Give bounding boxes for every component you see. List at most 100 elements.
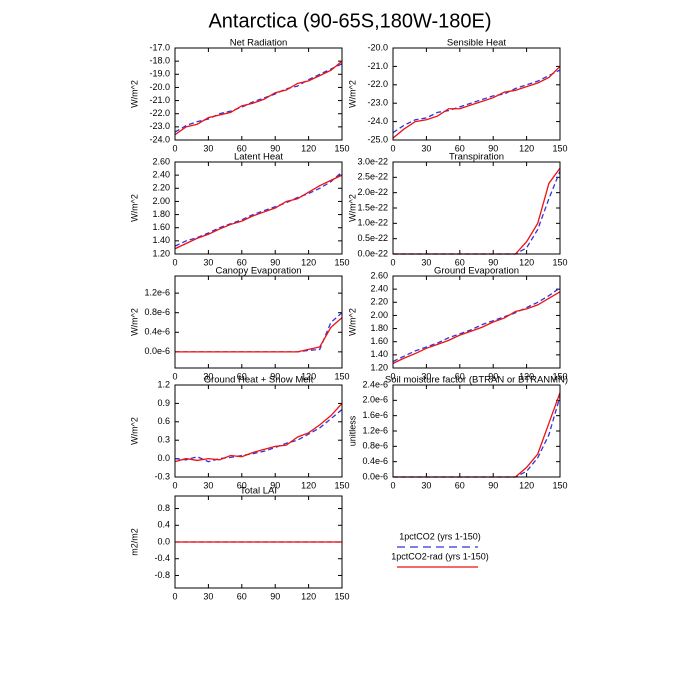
- y-axis-label: W/m^2: [129, 80, 139, 108]
- y-tick-label: 1.2: [157, 379, 170, 389]
- panel-title: Latent Heat: [234, 152, 283, 163]
- x-tick-label: 120: [301, 371, 316, 381]
- series-line: [392, 287, 561, 363]
- y-tick-label: -21.0: [367, 61, 388, 71]
- y-tick-label: 0.4e-6: [362, 456, 388, 466]
- y-tick-label: 0.8e-6: [144, 307, 170, 317]
- x-tick-label: 120: [519, 257, 534, 267]
- x-tick-label: 150: [334, 591, 349, 601]
- y-tick-label: 1.20: [152, 248, 170, 258]
- y-tick-label: -22.0: [367, 79, 388, 89]
- y-tick-label: 0.0e-6: [144, 346, 170, 356]
- x-tick-label: 90: [270, 257, 280, 267]
- x-tick-label: 150: [334, 257, 349, 267]
- y-tick-label: 2.0e-22: [357, 187, 388, 197]
- y-tick-label: 2.60: [152, 156, 170, 166]
- x-tick-label: 30: [203, 143, 213, 153]
- y-tick-label: 2.20: [152, 183, 170, 193]
- x-tick-label: 30: [421, 480, 431, 490]
- legend-label: 1pctCO2-rad (yrs 1-150): [391, 551, 489, 561]
- x-tick-label: 30: [203, 591, 213, 601]
- plot-frame: [392, 47, 561, 141]
- legend-label: 1pctCO2 (yrs 1-150): [399, 531, 481, 541]
- y-tick-label: 2.40: [152, 170, 170, 180]
- series-line: [393, 396, 561, 478]
- panel-title: Total LAI: [240, 486, 277, 497]
- y-axis-label: W/m^2: [347, 80, 357, 108]
- series-line: [174, 409, 343, 463]
- y-tick-label: 0.4e-6: [144, 327, 170, 337]
- y-tick-label: -19.0: [149, 69, 170, 79]
- panel-title: Transpiration: [449, 152, 504, 163]
- y-tick-label: 1.0e-22: [357, 218, 388, 228]
- y-tick-label: 3.0e-22: [357, 156, 388, 166]
- x-tick-label: 60: [455, 480, 465, 490]
- y-tick-label: 0.0e-22: [357, 248, 388, 258]
- y-tick-label: 2.00: [152, 196, 170, 206]
- plot-frame: [174, 47, 343, 141]
- y-tick-label: 2.0e-6: [362, 395, 388, 405]
- y-tick-label: 1.2e-6: [144, 288, 170, 298]
- x-tick-label: 90: [488, 480, 498, 490]
- series-line: [174, 402, 343, 463]
- x-tick-label: 120: [519, 371, 534, 381]
- x-tick-label: 30: [421, 143, 431, 153]
- panel-title: Sensible Heat: [447, 38, 507, 49]
- x-tick-label: 0: [172, 591, 177, 601]
- y-axis-label: W/m^2: [347, 308, 357, 336]
- y-tick-label: 1.20: [370, 362, 388, 372]
- x-tick-label: 120: [301, 480, 316, 490]
- x-tick-label: 90: [270, 480, 280, 490]
- x-tick-label: 90: [270, 591, 280, 601]
- x-tick-label: 60: [455, 143, 465, 153]
- x-tick-label: 150: [334, 143, 349, 153]
- x-tick-label: 60: [237, 257, 247, 267]
- x-tick-label: 120: [301, 143, 316, 153]
- y-tick-label: 2.4e-6: [362, 379, 388, 389]
- y-tick-label: -0.8: [154, 570, 170, 580]
- x-tick-label: 60: [237, 371, 247, 381]
- x-tick-label: 90: [270, 143, 280, 153]
- x-tick-label: 0: [172, 371, 177, 381]
- y-tick-label: -21.0: [149, 95, 170, 105]
- plot-frame: [392, 384, 561, 478]
- y-tick-label: -17.0: [149, 42, 170, 52]
- y-tick-label: -18.0: [149, 56, 170, 66]
- y-tick-label: 1.60: [152, 222, 170, 232]
- x-tick-label: 0: [172, 480, 177, 490]
- panel-title: Ground Evaporation: [434, 266, 519, 277]
- y-tick-label: 2.20: [370, 297, 388, 307]
- y-tick-label: 2.40: [370, 284, 388, 294]
- x-tick-label: 30: [421, 257, 431, 267]
- x-tick-label: 90: [488, 143, 498, 153]
- series-line: [392, 69, 561, 134]
- x-tick-label: 90: [270, 371, 280, 381]
- series-line: [392, 291, 561, 364]
- series-line: [393, 392, 561, 478]
- y-tick-label: -23.0: [149, 121, 170, 131]
- x-tick-label: 30: [421, 371, 431, 381]
- x-tick-label: 0: [172, 143, 177, 153]
- series-line: [175, 312, 343, 353]
- y-tick-label: 0.4: [157, 520, 170, 530]
- x-tick-label: 150: [552, 480, 567, 490]
- series-line: [175, 317, 343, 353]
- x-tick-label: 0: [390, 257, 395, 267]
- y-tick-label: 0.8: [157, 503, 170, 513]
- x-tick-label: 60: [237, 143, 247, 153]
- y-tick-label: 0.3: [157, 435, 170, 445]
- figure-title: Antarctica (90-65S,180W-180E): [208, 10, 491, 32]
- y-axis-label: m2/m2: [129, 528, 139, 556]
- y-tick-label: 0.8e-6: [362, 441, 388, 451]
- y-tick-label: 1.6e-6: [362, 410, 388, 420]
- panel-title: Canopy Evaporation: [215, 266, 301, 277]
- plot-frame: [174, 275, 343, 369]
- x-tick-label: 60: [455, 257, 465, 267]
- x-tick-label: 150: [552, 143, 567, 153]
- y-tick-label: -20.0: [149, 82, 170, 92]
- y-tick-label: 0.0: [157, 536, 170, 546]
- y-tick-label: 1.80: [152, 209, 170, 219]
- y-axis-label: W/m^2: [129, 194, 139, 222]
- y-tick-label: -25.0: [367, 134, 388, 144]
